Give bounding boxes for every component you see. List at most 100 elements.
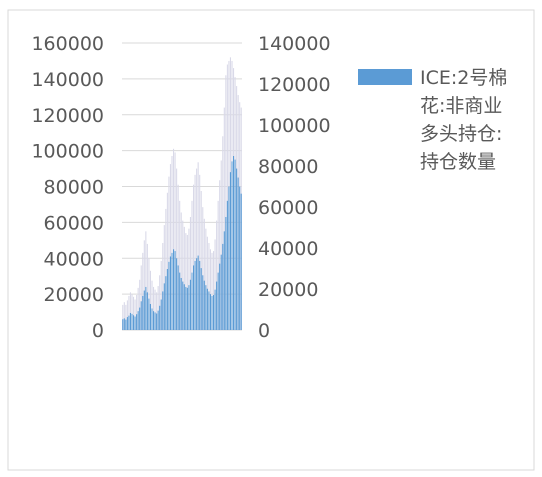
bar (137, 311, 139, 330)
bar (153, 286, 155, 330)
bar (203, 218, 205, 330)
bar (217, 272, 219, 330)
legend: ICE:2号棉 花:非商业 多头持仓: 持仓数量 (358, 67, 507, 173)
bar (165, 208, 167, 330)
bar (234, 159, 236, 330)
bar (146, 292, 148, 330)
bar (188, 285, 190, 330)
bar (159, 305, 161, 330)
bar (196, 258, 198, 330)
bar (162, 243, 164, 330)
left-axis-ticks: 160000 140000 120000 100000 80000 60000 40000 2… (31, 33, 104, 342)
bar (209, 294, 211, 331)
bar (194, 260, 196, 330)
left-tick-label: 120000 (31, 105, 104, 127)
bar (163, 283, 165, 330)
bar (140, 301, 142, 330)
bar (199, 260, 201, 330)
bar (146, 243, 148, 330)
left-tick-label: 60000 (44, 212, 104, 234)
legend-swatch (358, 69, 412, 85)
bar (209, 249, 211, 330)
bar (122, 304, 124, 330)
bar (225, 216, 227, 330)
bar (231, 161, 233, 330)
bar (154, 312, 156, 330)
left-tick-label: 140000 (31, 69, 104, 91)
bar (200, 268, 202, 330)
series-cotton-bars (122, 156, 242, 331)
bar (200, 190, 202, 330)
bar (196, 168, 198, 330)
bar (133, 315, 135, 330)
bar (233, 156, 235, 330)
bar (211, 295, 213, 330)
bar (189, 216, 191, 330)
bar (222, 136, 224, 330)
bar (128, 315, 130, 330)
right-tick-label: 60000 (258, 197, 318, 219)
bar (142, 252, 144, 330)
bar (180, 277, 182, 330)
bar (157, 310, 159, 330)
bar (202, 275, 204, 330)
bar (174, 152, 176, 330)
bar (163, 225, 165, 330)
bar (166, 269, 168, 330)
right-tick-label: 40000 (258, 238, 318, 260)
bar (151, 308, 153, 330)
bar (123, 302, 125, 330)
bar (125, 304, 127, 330)
bar (189, 279, 191, 330)
gridlines (122, 42, 242, 331)
bar (166, 192, 168, 330)
bar (151, 280, 153, 330)
bar (216, 220, 218, 330)
bar (148, 258, 150, 330)
bar (176, 168, 178, 330)
bar (168, 261, 170, 330)
bar (169, 164, 171, 330)
bar (203, 280, 205, 330)
bar (143, 290, 145, 330)
bar (219, 263, 221, 330)
bar (208, 291, 210, 330)
left-tick-label: 20000 (44, 284, 104, 306)
bar (145, 286, 147, 330)
legend-line-1: ICE:2号棉 (420, 67, 507, 89)
bar (122, 319, 124, 330)
bar (156, 292, 158, 330)
bar (125, 319, 127, 330)
bar (179, 272, 181, 330)
bar (134, 299, 136, 330)
bar (183, 226, 185, 330)
bar (193, 265, 195, 330)
bar (160, 260, 162, 330)
bar (188, 228, 190, 330)
bar (208, 243, 210, 330)
bar (145, 231, 147, 330)
bar (131, 313, 133, 330)
bar (240, 193, 242, 330)
bar (165, 276, 167, 330)
bar (171, 252, 173, 330)
bar (153, 311, 155, 330)
bar (136, 295, 138, 330)
bar (139, 307, 141, 330)
bar (149, 270, 151, 330)
bar (148, 298, 150, 330)
bar (194, 174, 196, 330)
right-tick-label: 20000 (258, 279, 318, 301)
bar (220, 160, 222, 330)
bar (133, 296, 135, 330)
bar (171, 156, 173, 330)
bar (182, 220, 184, 330)
bar (185, 233, 187, 330)
chart-border (7, 9, 535, 471)
right-tick-label: 140000 (258, 33, 331, 55)
bar (139, 279, 141, 330)
bar (222, 243, 224, 330)
bar (157, 286, 159, 330)
right-tick-label: 120000 (258, 74, 331, 96)
bar (216, 281, 218, 330)
